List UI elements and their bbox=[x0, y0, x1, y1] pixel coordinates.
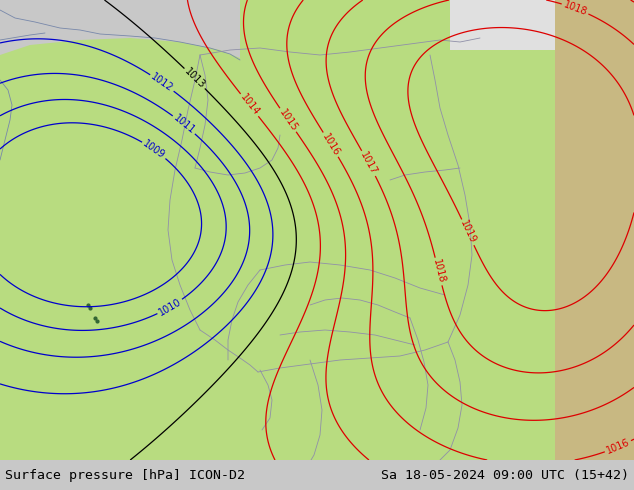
Text: 1010: 1010 bbox=[157, 296, 183, 318]
Text: 1018: 1018 bbox=[430, 258, 446, 285]
Text: 1012: 1012 bbox=[149, 72, 175, 94]
Text: 1011: 1011 bbox=[171, 113, 197, 136]
Text: 1018: 1018 bbox=[562, 0, 588, 18]
Text: 1016: 1016 bbox=[605, 437, 631, 456]
Bar bbox=[555, 0, 634, 460]
Bar bbox=[450, 0, 555, 50]
Text: 1015: 1015 bbox=[277, 107, 299, 133]
Text: 1017: 1017 bbox=[358, 150, 379, 176]
Text: Surface pressure [hPa] ICON-D2: Surface pressure [hPa] ICON-D2 bbox=[5, 468, 245, 482]
Text: 1019: 1019 bbox=[458, 219, 477, 245]
Text: Sa 18-05-2024 09:00 UTC (15+42): Sa 18-05-2024 09:00 UTC (15+42) bbox=[381, 468, 629, 482]
Text: 1014: 1014 bbox=[238, 93, 261, 118]
Text: 1009: 1009 bbox=[141, 139, 167, 161]
Polygon shape bbox=[0, 0, 240, 58]
Text: 1016: 1016 bbox=[320, 131, 341, 158]
Text: 1013: 1013 bbox=[183, 66, 207, 91]
